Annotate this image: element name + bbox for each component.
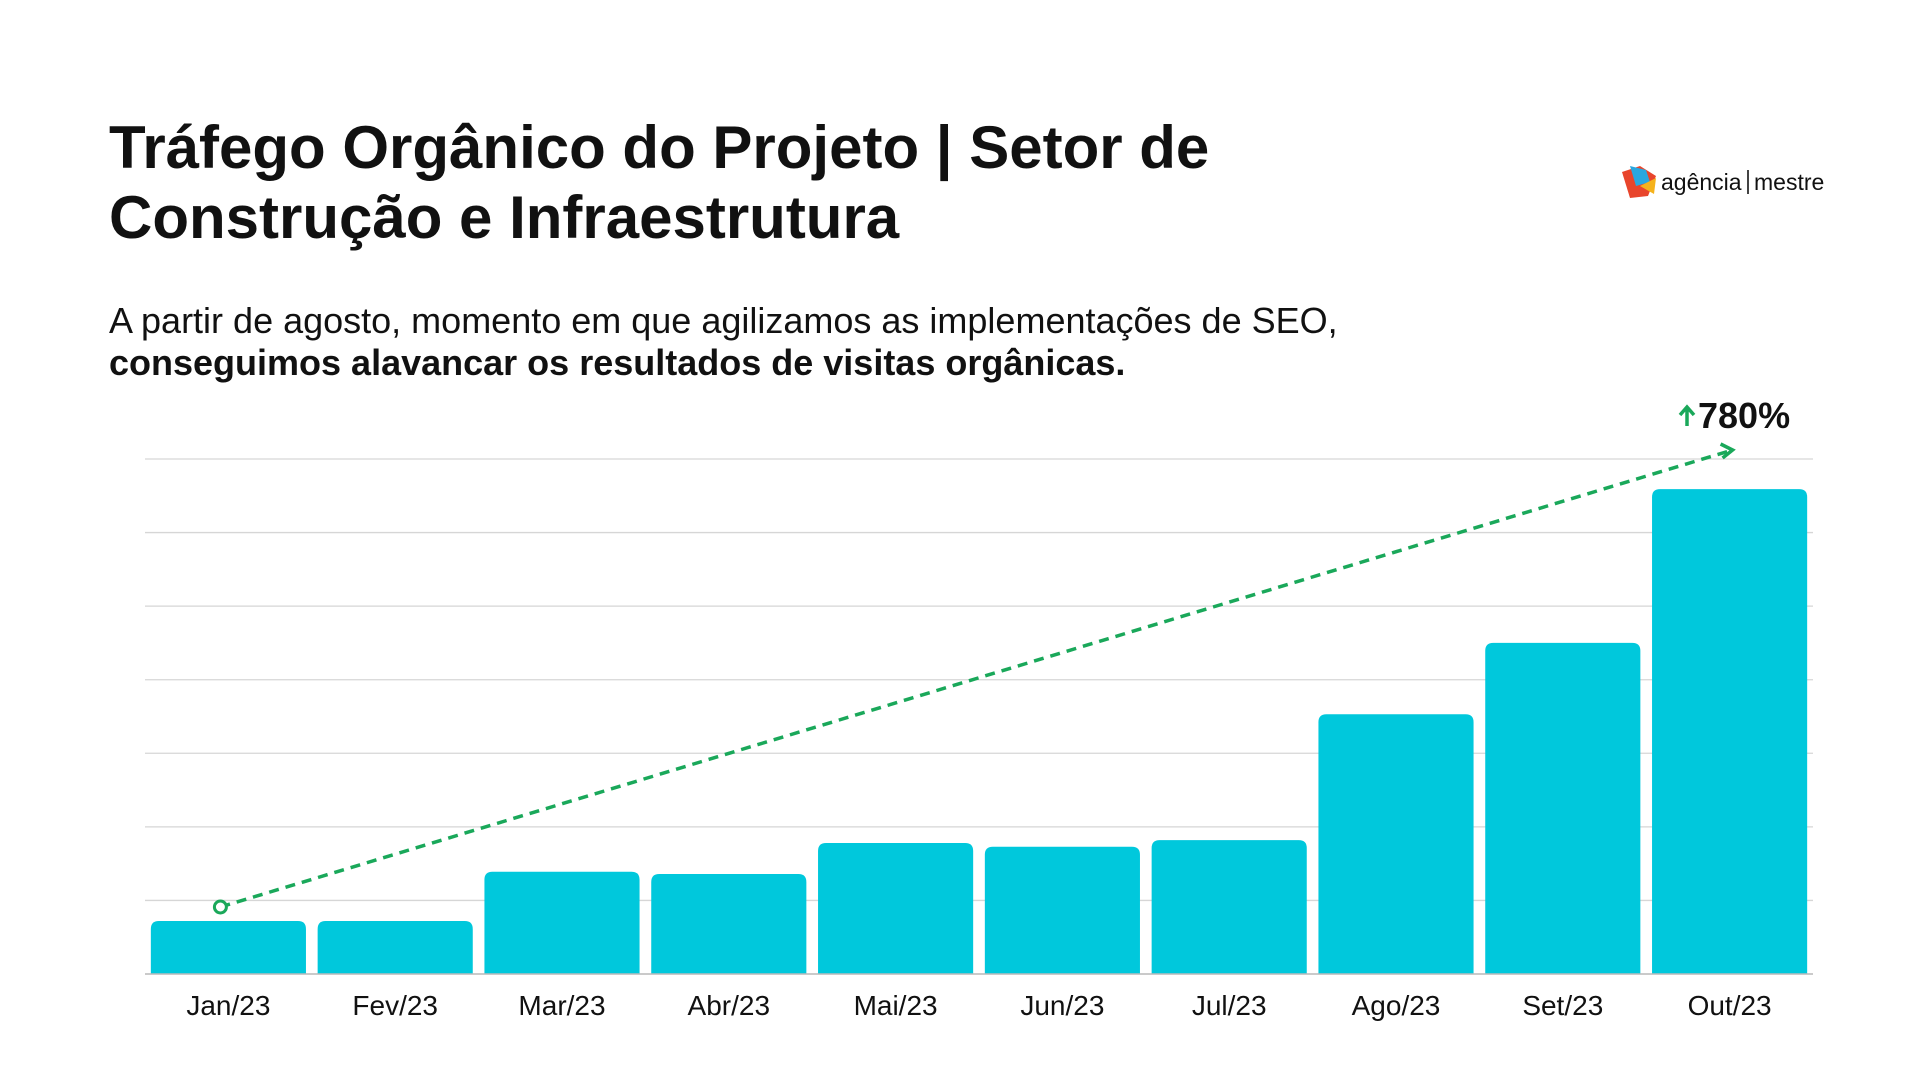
x-tick-label: Mai/23: [854, 990, 938, 1021]
bar: [1652, 489, 1808, 974]
bar: [1318, 714, 1474, 974]
bar: [484, 871, 640, 974]
subtitle: A partir de agosto, momento em que agili…: [109, 300, 1338, 341]
annotation: 780%: [1698, 395, 1790, 436]
trend-line: [219, 448, 1734, 909]
x-tick-label: Ago/23: [1352, 990, 1441, 1021]
subtitle-emphasis: conseguimos alavancar os resultados de v…: [109, 342, 1125, 383]
bar: [150, 921, 306, 974]
x-tick-label: Mar/23: [518, 990, 605, 1021]
title-line: Tráfego Orgânico do Projeto | Setor de: [109, 114, 1209, 182]
x-tick-label: Jun/23: [1020, 990, 1104, 1021]
x-tick-label: Out/23: [1688, 990, 1772, 1021]
bar: [1151, 840, 1307, 974]
x-tick-label: Set/23: [1522, 990, 1603, 1021]
x-tick-label: Fev/23: [352, 990, 438, 1021]
logo-icon: [1630, 166, 1650, 186]
x-tick-label: Abr/23: [688, 990, 771, 1021]
bar: [1485, 642, 1641, 974]
chart: Jan/23 Fev/23 Mar/23 Abr/23 Mai/23 Jun/23 Jul/…: [145, 395, 1813, 1021]
bar: [317, 921, 473, 974]
bar: [984, 846, 1140, 974]
trend-arrowhead: [1719, 442, 1736, 460]
x-tick-label: Jul/23: [1192, 990, 1267, 1021]
bar: [651, 873, 807, 974]
logo: agência mestre: [1622, 166, 1824, 198]
logo-text: mestre: [1754, 169, 1824, 195]
annotation-arrow: [1678, 404, 1696, 426]
trend-start: [212, 899, 228, 915]
bar: [818, 843, 974, 974]
x-tick-label: Jan/23: [186, 990, 270, 1021]
title-line: Construção e Infraestrutura: [109, 184, 900, 251]
logo-text: agência: [1661, 169, 1742, 195]
logo-icon: [1640, 178, 1656, 194]
